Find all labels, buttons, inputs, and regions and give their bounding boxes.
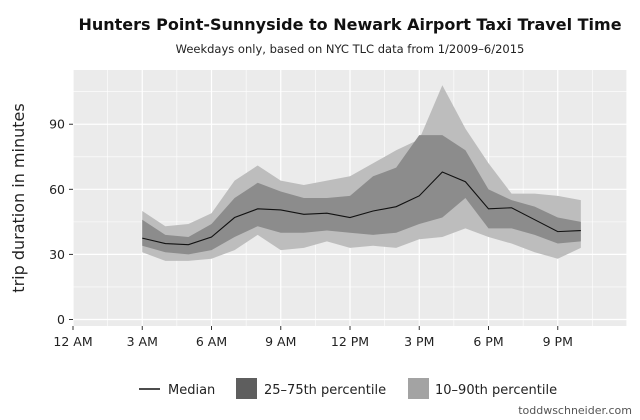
median-line-group xyxy=(142,171,581,246)
x-tick-label: 6 AM xyxy=(196,334,227,349)
y-tick-label: 30 xyxy=(49,247,65,262)
y-axis-title: trip duration in minutes xyxy=(9,103,28,292)
legend-label-median: Median xyxy=(168,383,215,398)
legend: Median 25–75th percentile 10–90th percen… xyxy=(139,378,557,399)
x-tick-label: 6 PM xyxy=(473,334,503,349)
y-tick-label: 90 xyxy=(49,117,65,132)
band-25-75 xyxy=(142,135,581,255)
chart-subtitle: Weekdays only, based on NYC TLC data fro… xyxy=(176,42,525,56)
credit: toddwschneider.com xyxy=(518,404,632,417)
x-tick-label: 12 AM xyxy=(53,334,92,349)
legend-label-iqr: 25–75th percentile xyxy=(264,383,386,398)
x-tick-label: 9 PM xyxy=(543,334,573,349)
legend-key-iqr xyxy=(236,378,257,399)
y-tick-label: 0 xyxy=(57,312,65,327)
median-line xyxy=(142,171,581,246)
legend-key-outer xyxy=(408,378,429,399)
x-tick-label: 3 PM xyxy=(404,334,434,349)
x-tick-label: 3 AM xyxy=(127,334,158,349)
percentile-bands xyxy=(142,85,581,261)
y-axis: 0 30 60 90 xyxy=(49,117,73,327)
legend-label-outer: 10–90th percentile xyxy=(435,383,557,398)
x-tick-label: 12 PM xyxy=(331,334,369,349)
y-tick-label: 60 xyxy=(49,182,65,197)
x-tick-label: 9 AM xyxy=(265,334,296,349)
x-axis: 12 AM 3 AM 6 AM 9 AM 12 PM 3 PM 6 PM 9 PM xyxy=(53,326,573,349)
chart-title: Hunters Point-Sunnyside to Newark Airpor… xyxy=(78,15,621,34)
